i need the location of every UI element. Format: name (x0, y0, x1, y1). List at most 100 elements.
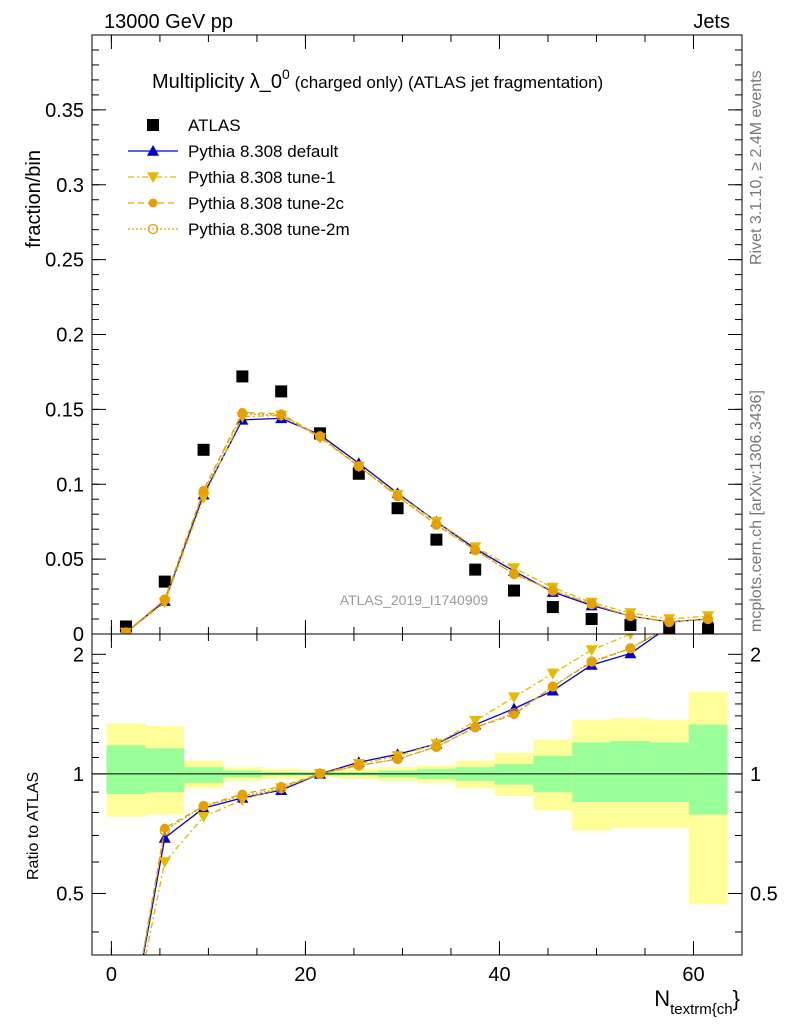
data-point (391, 502, 404, 515)
legend-entry: Pythia 8.308 tune-2m (128, 220, 350, 239)
band-green-bin (649, 742, 689, 802)
data-point (586, 598, 597, 610)
data-point (624, 619, 637, 632)
legend-entry: Pythia 8.308 tune-1 (128, 168, 335, 187)
data-point (702, 623, 715, 634)
main-y-tick-label: 0.05 (45, 549, 84, 571)
data-point (625, 643, 635, 653)
data-point (430, 533, 443, 546)
data-point (663, 622, 676, 634)
data-point (199, 801, 209, 811)
series-line (125, 413, 709, 633)
main-y-tick-label: 0.15 (45, 399, 84, 421)
data-point (198, 800, 209, 812)
legend: ATLAS Pythia 8.308 default Pythia 8.308 tu… (128, 116, 350, 239)
data-point (353, 461, 364, 472)
rivet-label: Rivet 3.1.10, ≥ 2.4M events (748, 70, 765, 265)
data-point (236, 370, 249, 383)
band-green-bin (106, 745, 146, 794)
data-point (237, 790, 248, 802)
x-tick-label: 60 (682, 964, 704, 986)
main-y-tick-label: 0 (73, 624, 84, 646)
data-point (431, 519, 442, 530)
ratio-y-tick-label: 1 (73, 764, 84, 786)
main-y-tick-label: 0.3 (56, 175, 84, 197)
data-point (392, 753, 403, 765)
data-point (627, 634, 634, 640)
data-point (470, 544, 481, 556)
band-green-bin (688, 724, 728, 815)
band-green-bin (184, 767, 223, 783)
data-point (625, 610, 636, 622)
legend-marker (147, 119, 159, 131)
ratio-y-tick-label: 0.5 (56, 883, 84, 905)
data-point (585, 613, 598, 626)
data-point (314, 768, 326, 780)
legend-marker (147, 172, 159, 183)
data-point (508, 584, 521, 597)
data-point (393, 754, 403, 764)
ratio-frame (91, 633, 743, 956)
legend-label: ATLAS (188, 116, 241, 135)
data-point (702, 613, 714, 625)
data-point (353, 760, 364, 771)
data-point (352, 467, 365, 480)
mcplots-label: mcplots.cern.ch [arXiv:1306.3436] (748, 390, 765, 632)
data-point (469, 563, 482, 576)
data-point (508, 702, 521, 714)
series-line (145, 634, 633, 955)
data-point (392, 491, 403, 502)
main-y-tick-label: 0.2 (56, 325, 84, 347)
data-point (431, 742, 441, 752)
data-point (197, 443, 210, 456)
data-point (237, 408, 248, 420)
x-tick-label: 20 (294, 964, 316, 986)
data-point (159, 825, 170, 836)
series-pythia-8-308-tune-2m (120, 408, 714, 634)
data-point (625, 643, 636, 654)
ratio-y-tick-label: 2 (73, 644, 84, 666)
main-series-group (119, 370, 715, 634)
legend-entry: ATLAS (147, 116, 241, 135)
legend-label: Pythia 8.308 tune-2m (188, 220, 350, 239)
data-point (547, 585, 558, 596)
data-point (508, 568, 520, 580)
series-line (125, 414, 709, 634)
band-green-bin (611, 741, 650, 802)
ratio-y-tick-label-right: 1 (750, 764, 761, 786)
data-point (198, 486, 209, 497)
data-point (547, 681, 558, 692)
data-point (546, 601, 559, 614)
legend-entry: Pythia 8.308 default (128, 142, 339, 161)
data-point (585, 645, 598, 657)
data-point (469, 716, 482, 727)
data-point (158, 575, 171, 588)
data-point (546, 668, 559, 680)
x-tick-label: 0 (106, 964, 117, 986)
legend-marker (147, 223, 159, 235)
main-y-tick-label: 0.25 (45, 250, 84, 272)
band-green-bin (572, 742, 612, 802)
ratio-ylabel: Ratio to ATLAS (25, 772, 42, 880)
header-right: Jets (693, 11, 730, 33)
data-point (508, 692, 521, 704)
data-point (664, 616, 675, 628)
legend-marker (147, 145, 159, 156)
series-line (125, 411, 709, 633)
data-point (314, 431, 326, 442)
data-point (548, 681, 558, 691)
legend-label: Pythia 8.308 tune-1 (188, 168, 335, 187)
data-point (703, 614, 713, 624)
series-pythia-8-308-tune-2m (142, 634, 658, 955)
legend-marker (148, 198, 158, 208)
data-point (354, 760, 364, 770)
ratio-y-tick-label-right: 2 (750, 644, 761, 666)
main-ylabel: fraction/bin (23, 150, 45, 248)
data-point (158, 857, 171, 869)
data-point (470, 722, 481, 733)
series-line (142, 634, 658, 955)
series-pythia-8-308-tune-2c (142, 634, 658, 955)
data-point (158, 831, 171, 843)
axes-group: 00.050.10.150.20.250.30.350.5 0.51 12 20 20 4… (45, 34, 778, 986)
